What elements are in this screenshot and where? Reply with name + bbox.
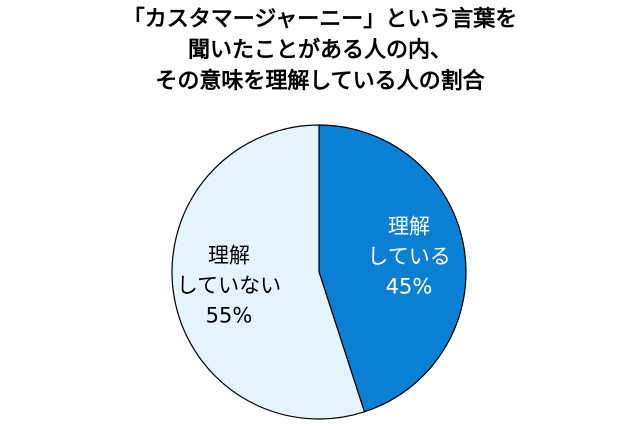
- pie-slice-label-1-line-1: していない: [177, 273, 281, 297]
- chart-title-line-1: 「カスタマージャーニー」という言葉を: [122, 7, 518, 32]
- chart-title-line-2: 聞いたことがある人の内、: [187, 38, 452, 63]
- pie-slice-label-1-line-2: 55%: [206, 303, 253, 327]
- pie-slice-label-0-line-0: 理解: [388, 215, 430, 239]
- pie-slice-label-0-line-2: 45%: [386, 275, 433, 299]
- chart-title: 「カスタマージャーニー」という言葉を 聞いたことがある人の内、 その意味を理解し…: [0, 4, 640, 97]
- chart-title-line-3: その意味を理解している人の割合: [155, 69, 485, 94]
- pie-slice-label-0-line-1: している: [367, 245, 450, 269]
- pie-slice-label-1: 理解していない 55%: [177, 243, 281, 327]
- pie-slice-label-0: 理解している 45%: [367, 215, 450, 299]
- pie-slice-label-1-line-0: 理解: [208, 243, 250, 267]
- pie-slice-1: [171, 124, 366, 420]
- pie-slice-0: [318, 124, 467, 413]
